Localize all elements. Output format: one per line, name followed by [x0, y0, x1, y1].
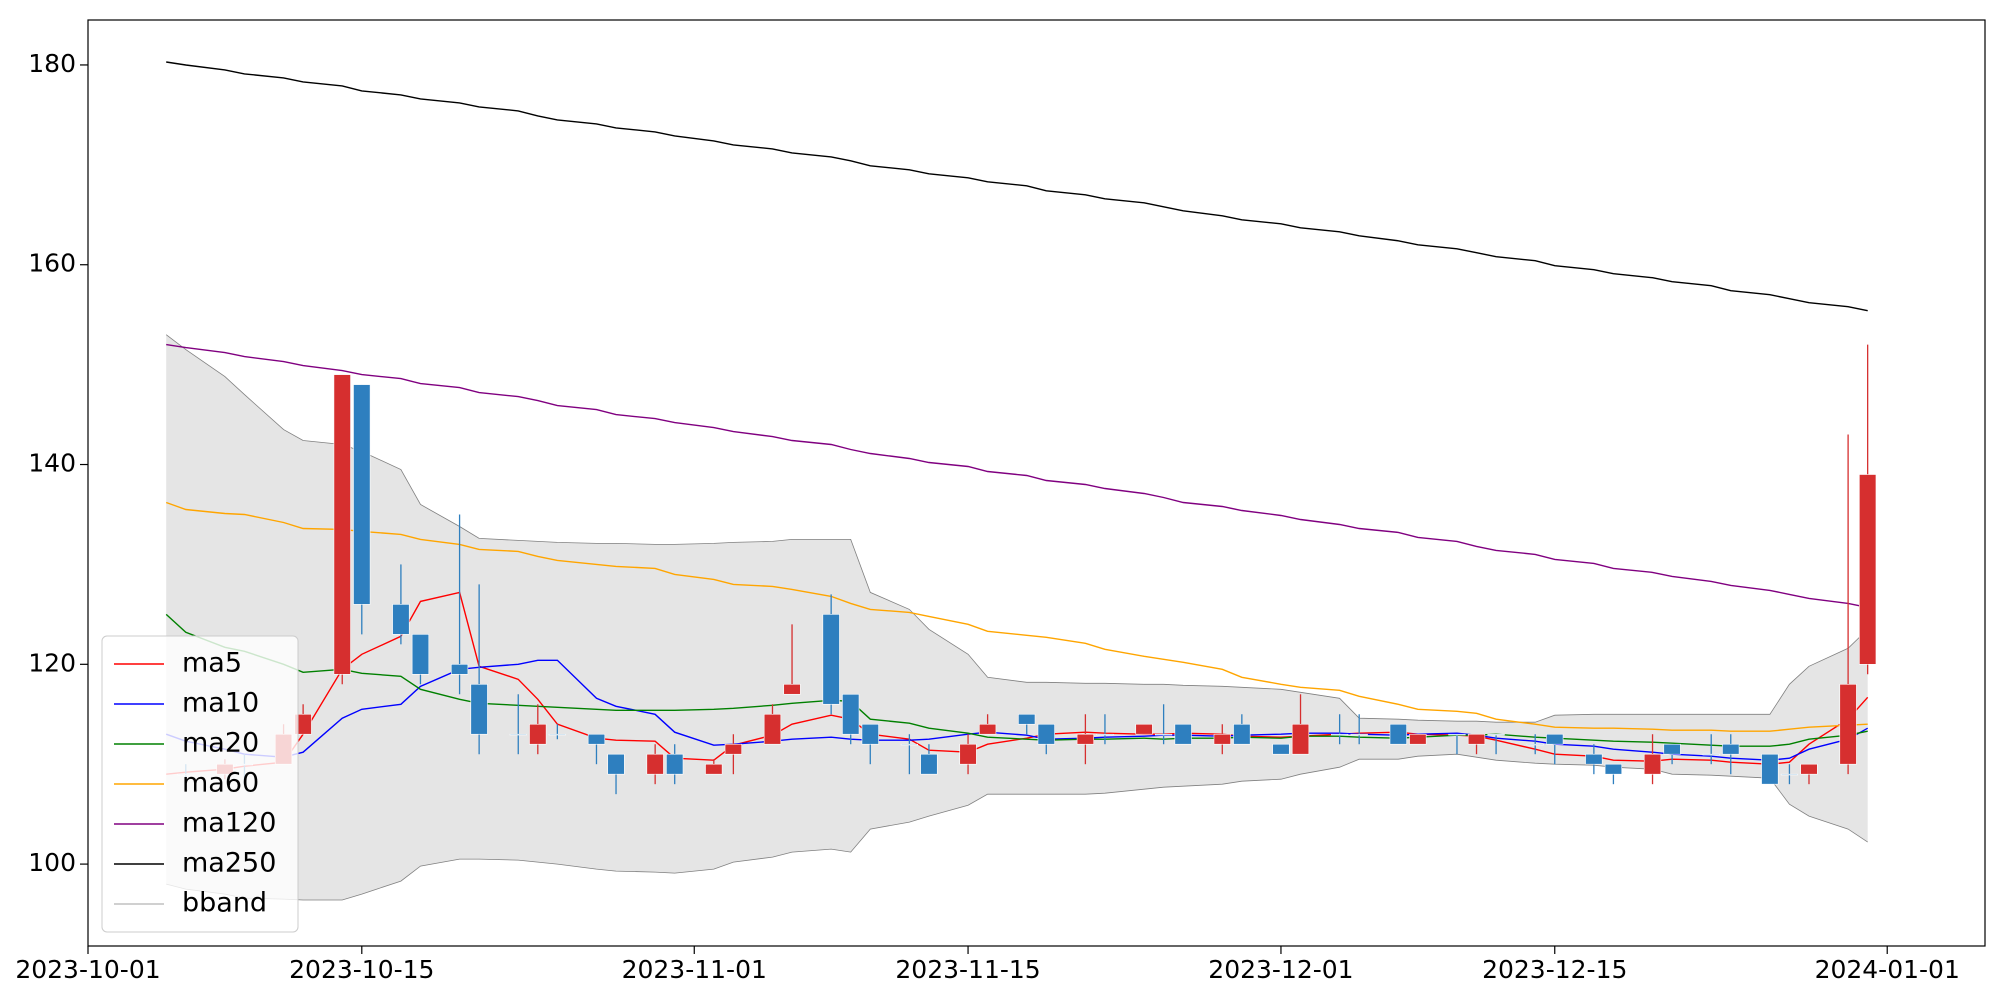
ma-line	[166, 343, 1868, 609]
candle-body	[1213, 733, 1231, 745]
candle-body	[509, 733, 527, 736]
candle-body	[1839, 683, 1857, 765]
y-tick-label: 100	[28, 848, 76, 877]
candle-body	[1526, 743, 1544, 746]
candle-body	[548, 733, 566, 736]
legend: ma5 ma10 ma20 ma60 ma120 ma250 bband	[101, 635, 299, 933]
candle-body	[587, 733, 606, 745]
candle-body	[1643, 753, 1662, 775]
plot-area	[165, 61, 1877, 901]
candle-body	[450, 664, 469, 675]
candle-body	[1448, 733, 1466, 736]
candle-body	[333, 374, 351, 675]
candle-body	[1487, 733, 1505, 736]
candle-body	[1155, 733, 1173, 736]
legend-label: ma60	[182, 768, 259, 799]
x-tick-label: 2023-11-15	[895, 955, 1040, 984]
bband-fill	[166, 334, 1868, 900]
candle-body	[1409, 733, 1427, 745]
candle-body	[1604, 763, 1623, 775]
x-tick-label: 2023-10-15	[289, 955, 434, 984]
axes-frame	[87, 19, 1986, 947]
candle-body	[470, 683, 488, 735]
candle-body	[666, 753, 684, 775]
candle-body	[1800, 763, 1818, 775]
candle-body	[1702, 753, 1720, 756]
legend-label: ma250	[182, 848, 276, 879]
y-tick-label: 160	[28, 249, 76, 278]
candle-body	[763, 713, 782, 745]
candle-body	[1096, 733, 1114, 736]
candle-body	[959, 743, 977, 765]
candle-body	[529, 723, 547, 745]
x-tick-label: 2023-12-15	[1482, 955, 1627, 984]
candle-body	[1233, 723, 1251, 745]
candle-body	[1859, 474, 1877, 665]
candle-body	[607, 753, 625, 775]
candle-body	[646, 753, 664, 775]
candle-body	[1272, 743, 1290, 755]
candle-body	[900, 743, 918, 746]
y-tick-label: 180	[28, 49, 76, 78]
candle-body	[1037, 723, 1055, 745]
x-tick-label: 2023-10-01	[15, 955, 160, 984]
candle-body	[822, 614, 840, 705]
candle-body	[920, 753, 938, 775]
candle-body	[1331, 733, 1349, 736]
legend-label: ma20	[182, 728, 259, 759]
candle-body	[1350, 733, 1368, 736]
candle-body	[1018, 713, 1036, 725]
candle-body	[705, 763, 723, 775]
legend-label: bband	[182, 888, 267, 919]
candle-body	[1174, 723, 1192, 745]
legend-box	[101, 635, 299, 933]
candle-body	[1076, 733, 1095, 745]
legend-label: ma5	[182, 648, 242, 679]
candle-body	[1389, 723, 1407, 745]
candle-body	[978, 723, 997, 735]
candle-body	[1780, 773, 1799, 776]
candle-body	[1135, 723, 1153, 735]
legend-label: ma10	[182, 688, 259, 719]
candle-body	[1585, 753, 1603, 765]
x-tick-label: 2023-12-01	[1208, 955, 1353, 984]
y-tick-label: 140	[28, 449, 76, 478]
candle-body	[724, 743, 742, 755]
x-tick-label: 2024-01-01	[1815, 955, 1960, 984]
candle-body	[1761, 753, 1779, 785]
candle-body	[1291, 723, 1310, 755]
x-tick-label: 2023-11-01	[622, 955, 767, 984]
candle-body	[861, 723, 879, 745]
candle-body	[353, 384, 371, 605]
candle-body	[1722, 743, 1740, 755]
candle-body	[783, 683, 801, 695]
legend-label: ma120	[182, 808, 276, 839]
candle-body	[1467, 733, 1486, 745]
y-tick-label: 120	[28, 648, 76, 677]
candle-body	[392, 604, 410, 635]
ma-line	[166, 61, 1868, 312]
candle-body	[842, 693, 860, 735]
candle-body	[411, 634, 430, 675]
candle-body	[1663, 743, 1681, 755]
ma-line	[165, 613, 1868, 747]
candle-body	[1546, 733, 1564, 745]
